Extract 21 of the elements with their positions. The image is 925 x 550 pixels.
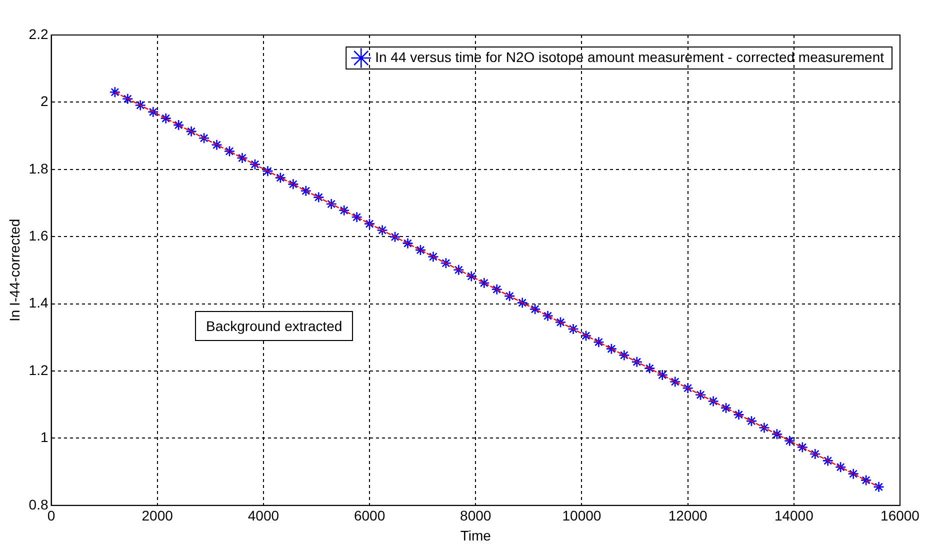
- y-tick-label: 2: [40, 93, 48, 110]
- x-tick-label: 16000: [880, 508, 920, 524]
- y-tick-label: 2.2: [28, 26, 48, 42]
- x-tick-label: 8000: [460, 508, 492, 524]
- legend-label: In 44 versus time for N2O isotope amount measurement - corrected measurement: [375, 48, 884, 65]
- x-tick-label: 14000: [774, 508, 814, 524]
- text-box: Background extracted: [195, 311, 354, 341]
- x-tick-label: 4000: [248, 508, 280, 524]
- y-axis-title: In I-44-corrected: [6, 218, 22, 322]
- y-tick-label: 1: [40, 429, 48, 446]
- x-tick-label: 10000: [562, 508, 602, 524]
- y-tick-label: 0.8: [28, 496, 48, 512]
- x-tick-label: 6000: [354, 508, 386, 524]
- x-tick-label: 2000: [142, 508, 174, 524]
- y-tick-label: 1.6: [28, 227, 48, 244]
- x-axis-title: Time: [460, 527, 492, 544]
- y-tick-label: 1.8: [28, 160, 48, 176]
- y-tick-label: 1.2: [28, 362, 48, 378]
- y-tick-label: 1.4: [28, 294, 48, 311]
- x-tick-label: 0: [47, 508, 56, 524]
- x-tick-label: 12000: [668, 508, 708, 524]
